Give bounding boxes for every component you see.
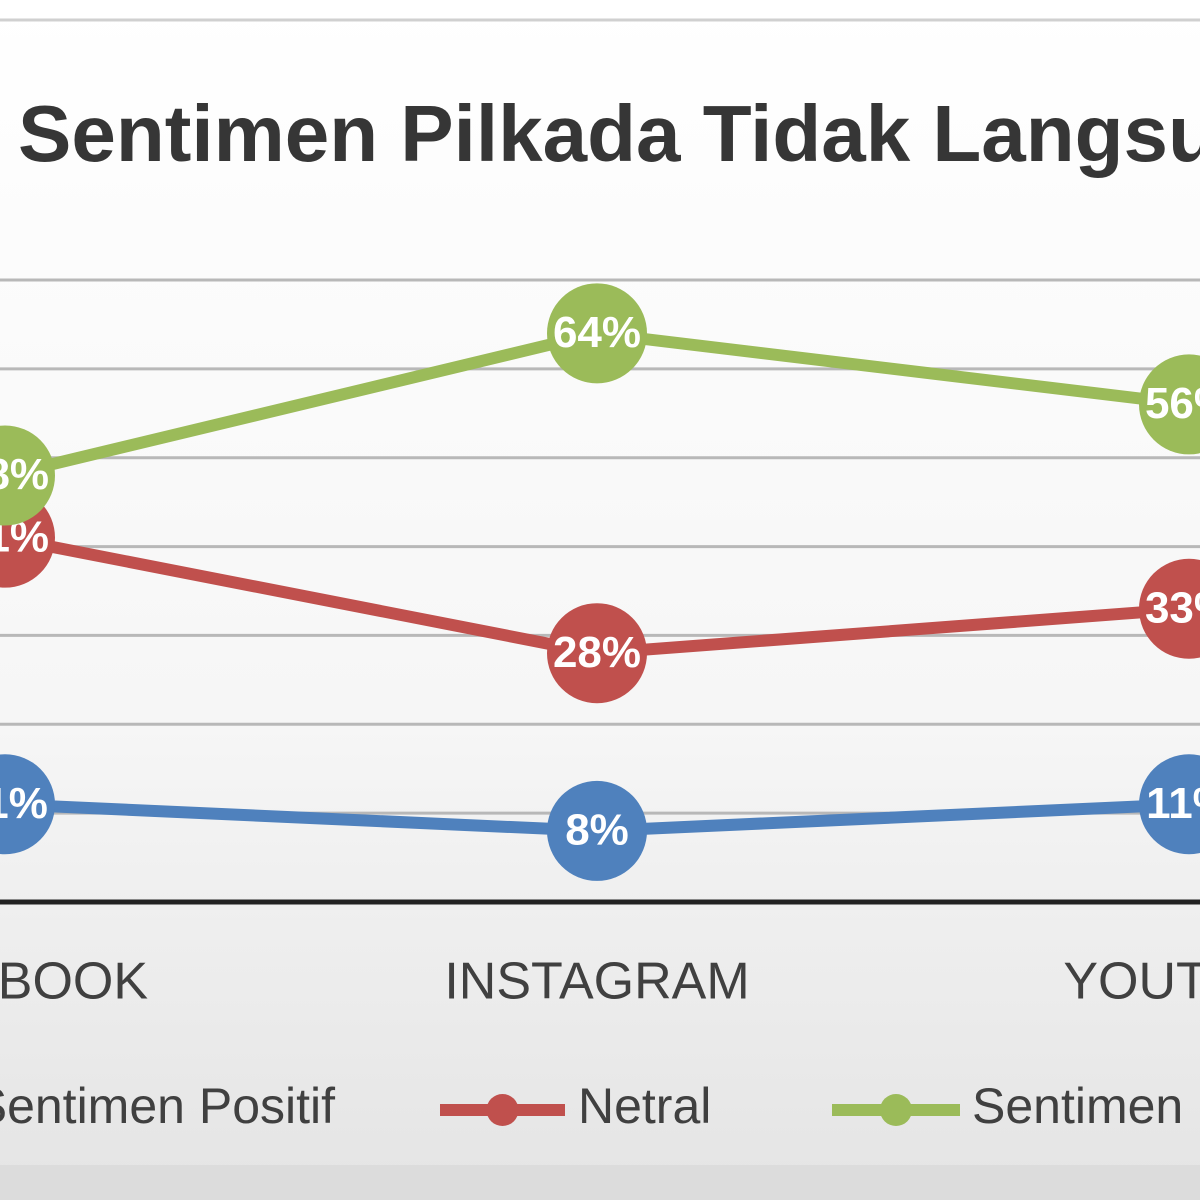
marker [0,425,55,526]
data-label: 48% [0,450,49,499]
legend-label: Sentimen Positif [0,1078,335,1134]
x-tick-label: FACEBOOK [0,953,148,1011]
data-label: 11% [1146,779,1200,828]
data-label: 11% [0,779,48,828]
data-label: 64% [553,308,641,357]
frame-bottom [0,1165,1200,1200]
marker [547,780,647,881]
marker [1139,354,1200,455]
legend-label: Netral [578,1078,711,1134]
marker [1139,754,1200,855]
x-tick-label: INSTAGRAM [444,953,749,1011]
legend-marker [486,1094,519,1126]
data-label: 56% [1145,379,1200,428]
data-label: 28% [553,628,641,677]
marker [547,283,647,384]
marker [1139,558,1200,659]
data-label: 8% [565,806,629,855]
marker [547,603,647,704]
legend-marker [880,1094,912,1126]
data-label: 33% [1145,583,1200,632]
legend-label: Sentimen Negatif [972,1078,1200,1134]
marker [0,754,55,855]
x-tick-label: YOUTUBE [1063,953,1200,1011]
chart-title: Sentimen Pilkada Tidak Langsung [18,89,1200,178]
